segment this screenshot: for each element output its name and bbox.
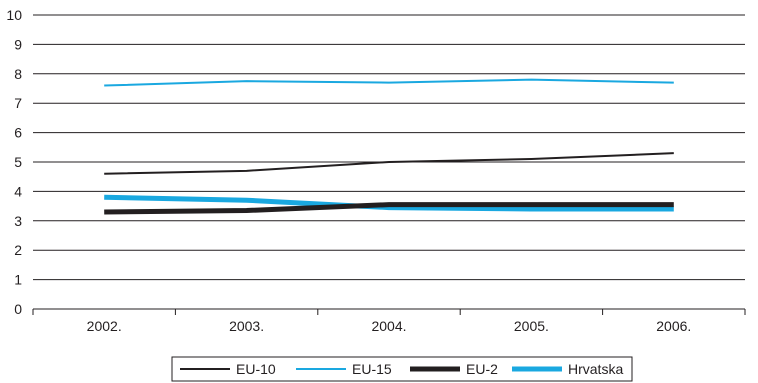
legend-label-eu-2: EU-2 <box>466 361 498 377</box>
y-tick-label-3: 3 <box>14 213 22 229</box>
legend-label-hrvatska: Hrvatska <box>568 361 623 377</box>
y-tick-label-0: 0 <box>14 301 22 317</box>
y-tick-label-9: 9 <box>14 36 22 52</box>
x-axis: 2002. 2003. 2004. 2005. 2006. <box>32 309 746 334</box>
y-tick-label-5: 5 <box>14 154 22 170</box>
series-line-eu-10 <box>104 152 674 175</box>
y-tick-label-7: 7 <box>14 95 22 111</box>
y-tick-label-1: 1 <box>14 272 22 288</box>
x-tick-label-2: 2004. <box>371 318 406 334</box>
series-line-hrvatska <box>104 194 674 212</box>
y-tick-label-10: 10 <box>6 7 22 23</box>
x-tick-label-4: 2006. <box>656 318 691 334</box>
x-tick-label-3: 2005. <box>514 318 549 334</box>
y-tick-label-2: 2 <box>14 242 22 258</box>
data-series <box>104 78 674 215</box>
x-tick-label-0: 2002. <box>87 318 122 334</box>
x-tick-label-1: 2003. <box>229 318 264 334</box>
series-line-eu-2 <box>104 202 674 215</box>
y-tick-label-4: 4 <box>14 183 22 199</box>
y-tick-label-8: 8 <box>14 66 22 82</box>
legend: EU-10 EU-15 EU-2 Hrvatska <box>171 356 633 382</box>
y-tick-label-6: 6 <box>14 125 22 141</box>
legend-label-eu-10: EU-10 <box>236 361 276 377</box>
series-line-eu-15 <box>104 78 674 87</box>
legend-label-eu-15: EU-15 <box>352 361 392 377</box>
y-axis-tick-labels: 0 1 2 3 4 5 6 7 8 9 10 <box>6 7 22 317</box>
